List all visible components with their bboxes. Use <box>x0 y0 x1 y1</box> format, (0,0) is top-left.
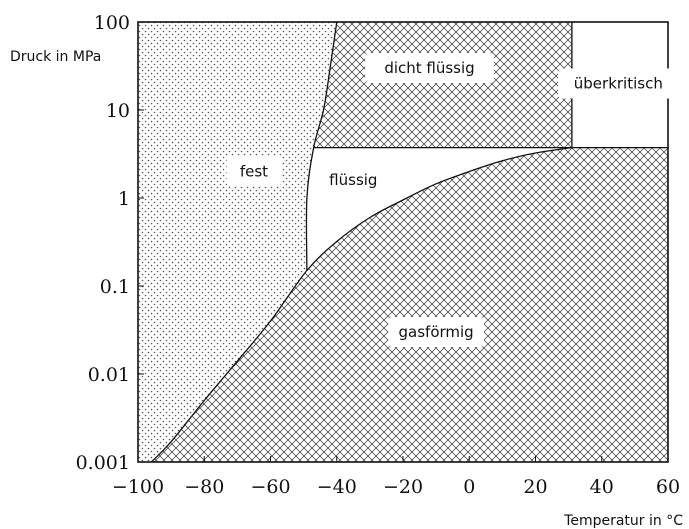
region-labels: fest flüssig dicht flüssig überkritisch gasf… <box>226 53 679 348</box>
dense-liquid-region <box>313 22 572 148</box>
x-tick-label: 40 <box>590 476 614 498</box>
region-label-background <box>313 165 394 196</box>
x-tick-label: −80 <box>184 476 224 498</box>
y-tick-label: 0.01 <box>88 364 130 386</box>
y-tick-label: 0.001 <box>76 452 130 474</box>
y-axis: 0.001 0.01 0.1 1 10 100 <box>76 12 144 474</box>
x-tick-label: −40 <box>317 476 357 498</box>
x-tick-label: 20 <box>523 476 547 498</box>
y-tick-label: 0.1 <box>100 276 130 298</box>
x-tick-label: −20 <box>383 476 423 498</box>
x-tick-label: 0 <box>463 476 475 498</box>
region-label-background <box>558 68 679 99</box>
melting-line <box>305 22 338 271</box>
x-axis: −100 −80 −60 −40 −20 0 20 40 60 <box>112 456 680 498</box>
y-tick-label: 1 <box>118 188 130 210</box>
vapor-pressure-curve <box>150 146 572 462</box>
x-tick-label: −60 <box>250 476 290 498</box>
solid-region <box>138 22 337 462</box>
gas-region <box>151 147 668 462</box>
region-label: gasförmig <box>399 323 474 341</box>
region-label: fest <box>240 163 268 181</box>
region-label-background <box>226 156 282 187</box>
region-label: flüssig <box>329 171 377 189</box>
x-axis-label: Temperatur in °C <box>563 513 683 529</box>
x-tick-label: −100 <box>112 476 164 498</box>
x-tick-label: 60 <box>656 476 680 498</box>
region-label-background <box>388 317 485 348</box>
y-tick-label: 10 <box>106 100 130 122</box>
region-label: überkritisch <box>574 75 663 93</box>
region-label-background <box>365 53 494 84</box>
y-tick-label: 100 <box>94 12 130 34</box>
region-label: dicht flüssig <box>384 59 474 77</box>
y-axis-label: Druck in MPa <box>10 49 101 65</box>
